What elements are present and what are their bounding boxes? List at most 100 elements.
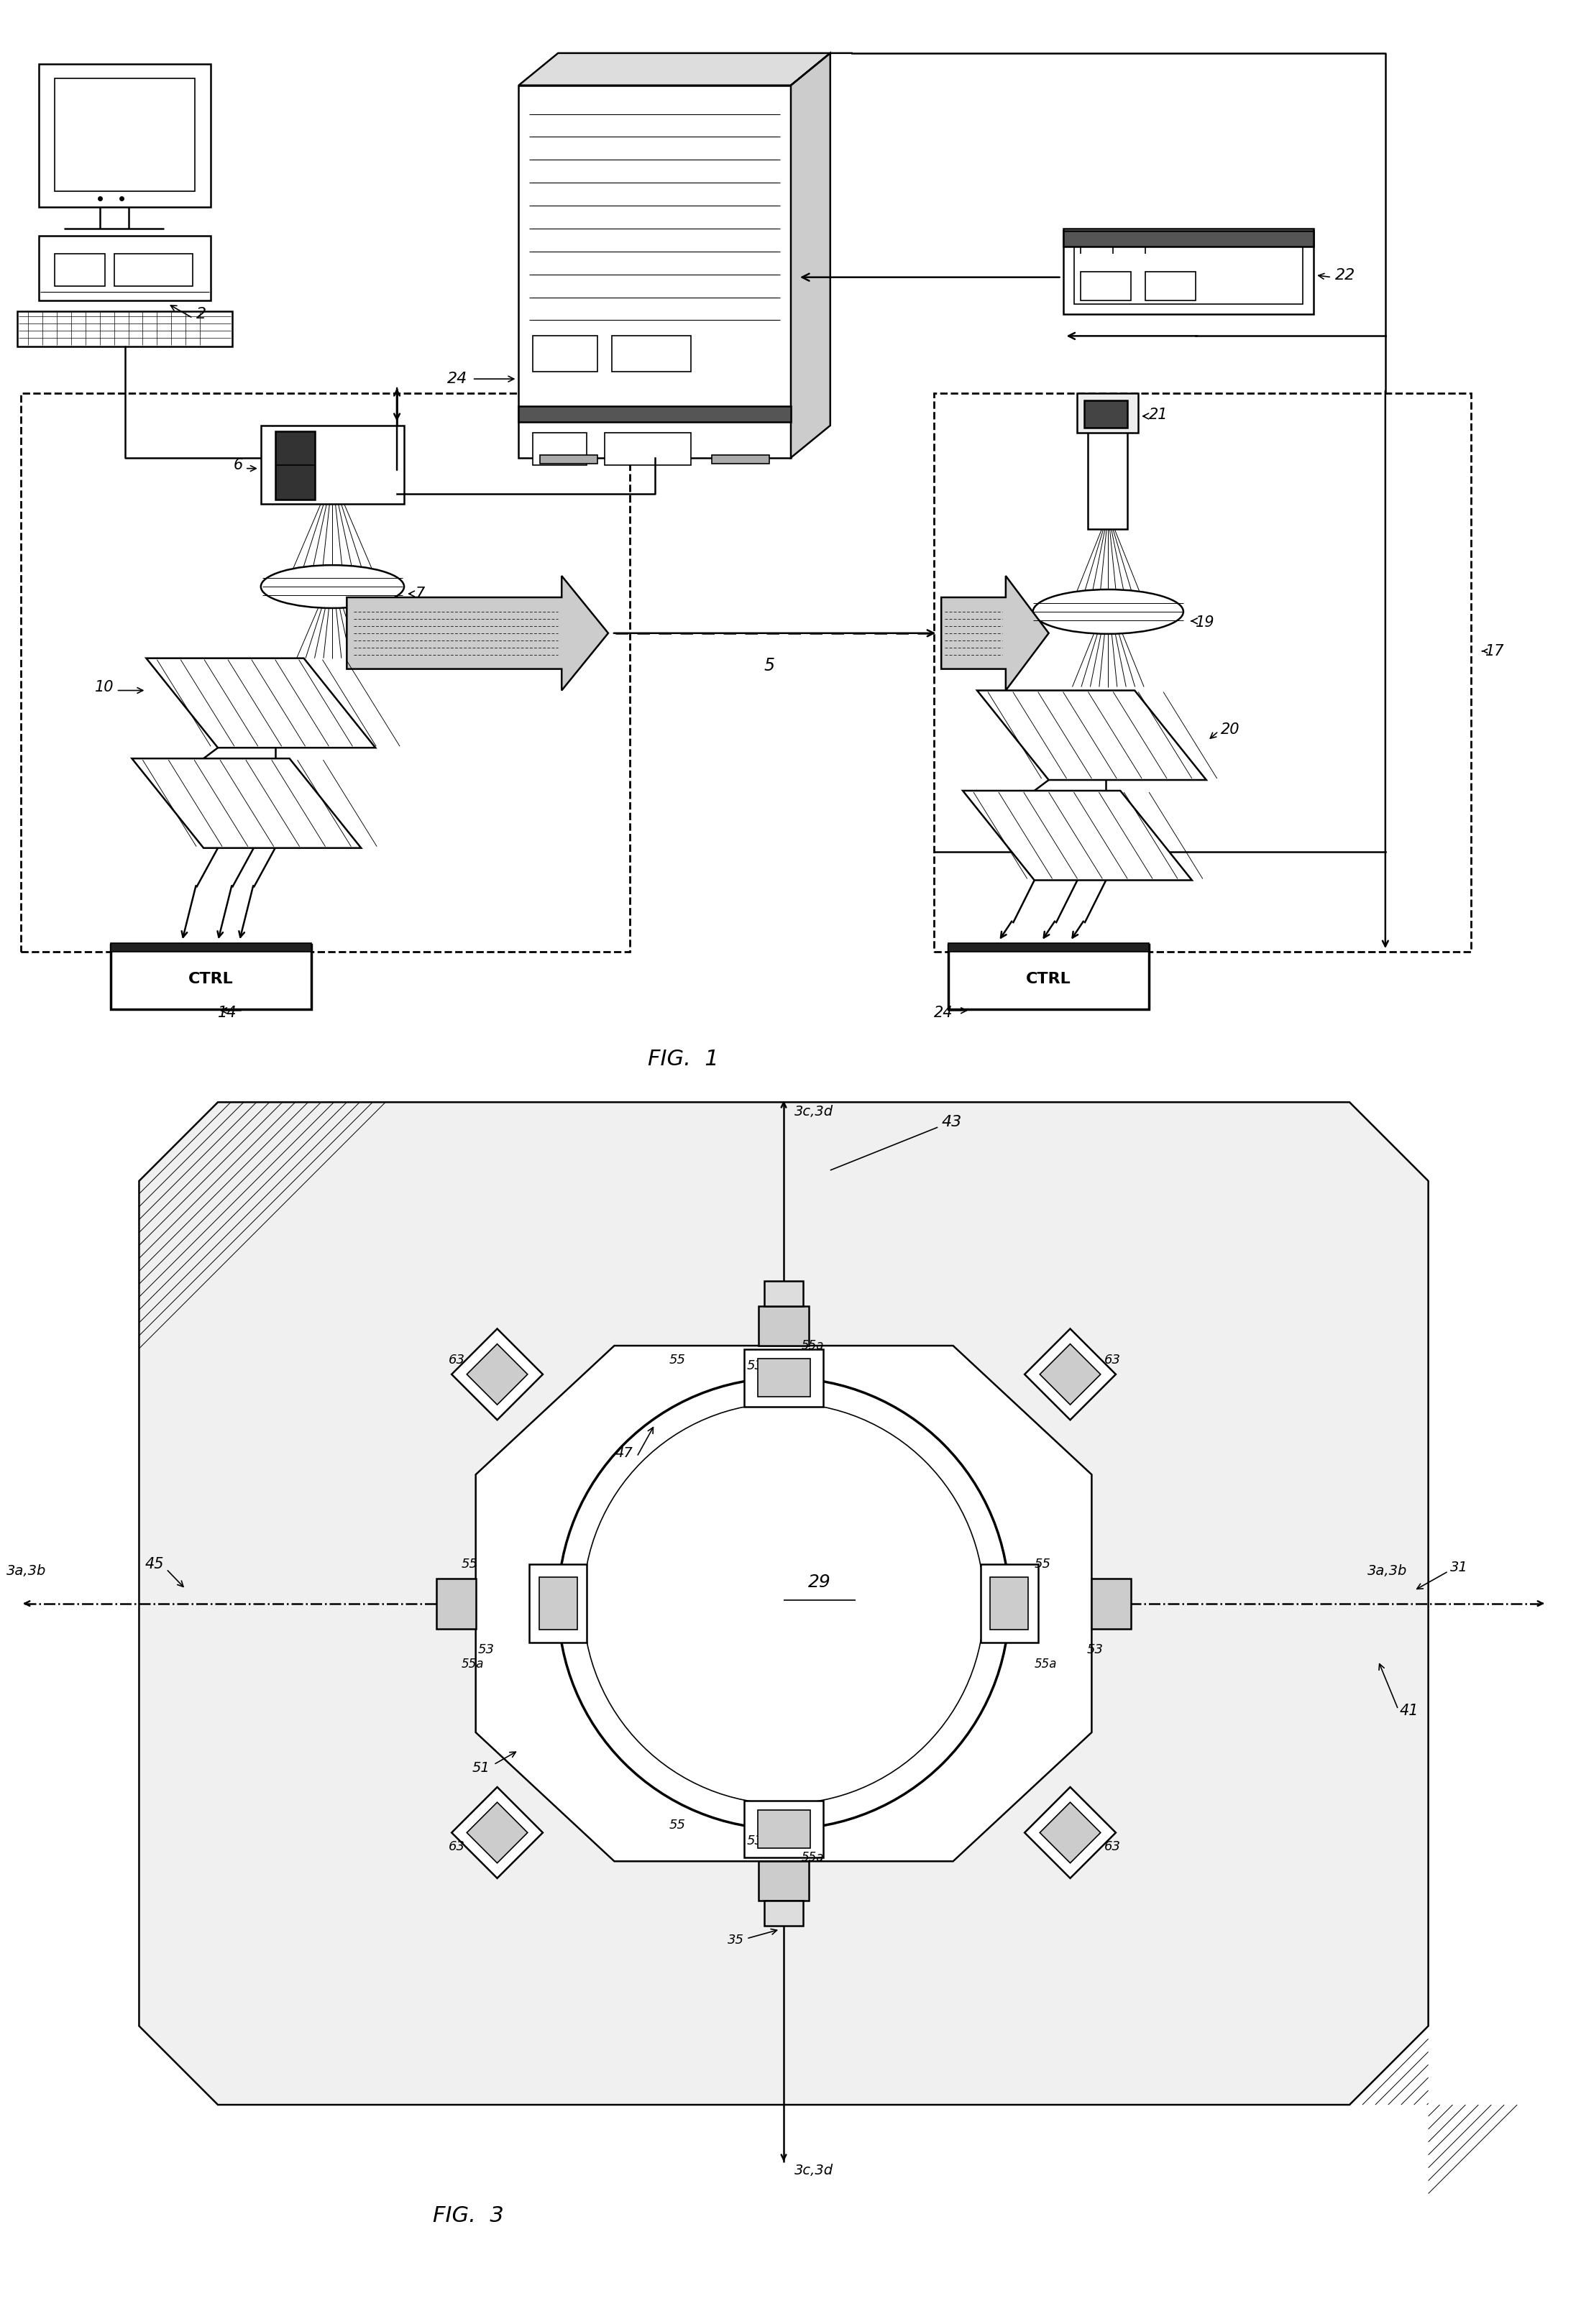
Bar (1081, 272, 1130, 300)
Ellipse shape (1032, 590, 1183, 634)
Bar (541, 456, 598, 462)
Bar (40, 63, 210, 207)
Text: 7: 7 (414, 586, 424, 602)
Text: 19: 19 (1195, 616, 1214, 630)
Polygon shape (745, 1350, 824, 1406)
Bar (1145, 272, 1195, 300)
Text: 55: 55 (462, 1557, 477, 1571)
Text: 31: 31 (1450, 1562, 1467, 1573)
Polygon shape (1024, 1787, 1116, 1878)
Text: 5: 5 (764, 658, 775, 674)
Text: 2: 2 (196, 307, 207, 321)
Text: 3a,3b: 3a,3b (1368, 1564, 1407, 1578)
Text: FIG.  1: FIG. 1 (648, 1048, 719, 1069)
Polygon shape (1040, 1801, 1100, 1864)
Text: 55a: 55a (462, 1657, 484, 1671)
Text: 6: 6 (234, 458, 243, 472)
Text: 10: 10 (95, 679, 114, 695)
Text: 35: 35 (727, 1934, 745, 1948)
Polygon shape (790, 53, 830, 458)
Text: 55a: 55a (802, 1339, 824, 1353)
Polygon shape (980, 1564, 1039, 1643)
Text: 55: 55 (669, 1820, 686, 1831)
Text: 24: 24 (447, 372, 468, 386)
Text: 20: 20 (1221, 723, 1240, 737)
Bar (436, 1578, 476, 1629)
Bar (519, 86, 790, 458)
Text: 21: 21 (1149, 407, 1168, 423)
Bar (764, 1901, 803, 1927)
Bar (711, 456, 770, 462)
Text: 14: 14 (218, 1006, 237, 1020)
Polygon shape (977, 690, 1206, 781)
Text: 45: 45 (145, 1557, 164, 1571)
Polygon shape (131, 758, 360, 848)
Polygon shape (466, 1343, 528, 1404)
Bar (55, 79, 194, 191)
Polygon shape (1040, 1343, 1100, 1404)
Polygon shape (466, 1801, 528, 1864)
Ellipse shape (261, 565, 405, 609)
Bar (1077, 393, 1138, 432)
Bar (759, 1862, 809, 1901)
Text: 63: 63 (1105, 1841, 1121, 1855)
Text: 55: 55 (1034, 1557, 1051, 1571)
Bar (40, 235, 210, 300)
Bar (261, 425, 405, 504)
Text: 51: 51 (473, 1762, 490, 1776)
Text: 63: 63 (449, 1841, 465, 1855)
Polygon shape (1024, 1329, 1116, 1420)
Text: 53: 53 (746, 1834, 764, 1848)
Text: 55: 55 (669, 1353, 686, 1367)
Bar (604, 432, 691, 465)
Text: 3c,3d: 3c,3d (794, 2164, 833, 2178)
Polygon shape (990, 1578, 1028, 1629)
Bar (612, 337, 691, 372)
Polygon shape (539, 1578, 577, 1629)
Text: FIG.  3: FIG. 3 (433, 2205, 504, 2226)
Bar (519, 407, 790, 423)
Polygon shape (941, 576, 1048, 690)
Text: 43: 43 (941, 1116, 961, 1129)
Bar (111, 944, 311, 953)
Polygon shape (757, 1360, 809, 1397)
Bar (759, 1306, 809, 1346)
Bar (533, 432, 587, 465)
Bar (111, 944, 311, 1009)
Text: 55a: 55a (802, 1852, 824, 1864)
Polygon shape (346, 576, 609, 690)
Text: 17: 17 (1486, 644, 1505, 658)
Text: 22: 22 (1336, 267, 1355, 281)
Bar (949, 944, 1149, 953)
Polygon shape (745, 1801, 824, 1857)
Bar (949, 944, 1149, 1009)
Text: 63: 63 (1105, 1353, 1121, 1367)
Polygon shape (963, 790, 1192, 881)
Text: CTRL: CTRL (188, 971, 234, 985)
Bar (934, 393, 1472, 953)
Polygon shape (452, 1787, 542, 1878)
Text: 63: 63 (449, 1353, 465, 1367)
Bar (114, 253, 193, 286)
Text: 29: 29 (808, 1573, 832, 1590)
Bar (1085, 400, 1127, 428)
Text: 3a,3b: 3a,3b (6, 1564, 46, 1578)
Bar (275, 432, 315, 500)
Polygon shape (452, 1329, 542, 1420)
Bar (764, 1281, 803, 1306)
Polygon shape (139, 1102, 1428, 2106)
Bar (1073, 242, 1303, 304)
Bar (1062, 228, 1314, 314)
Bar (17, 311, 232, 346)
Bar (1062, 230, 1314, 246)
Text: 53: 53 (746, 1360, 764, 1371)
Bar (1091, 1578, 1130, 1629)
Polygon shape (476, 1346, 1091, 1862)
Polygon shape (530, 1564, 587, 1643)
Text: 55a: 55a (1034, 1657, 1058, 1671)
Text: 41: 41 (1399, 1703, 1418, 1717)
Bar (21, 393, 629, 953)
Bar (533, 337, 598, 372)
Text: CTRL: CTRL (1026, 971, 1072, 985)
Text: 47: 47 (615, 1446, 634, 1459)
